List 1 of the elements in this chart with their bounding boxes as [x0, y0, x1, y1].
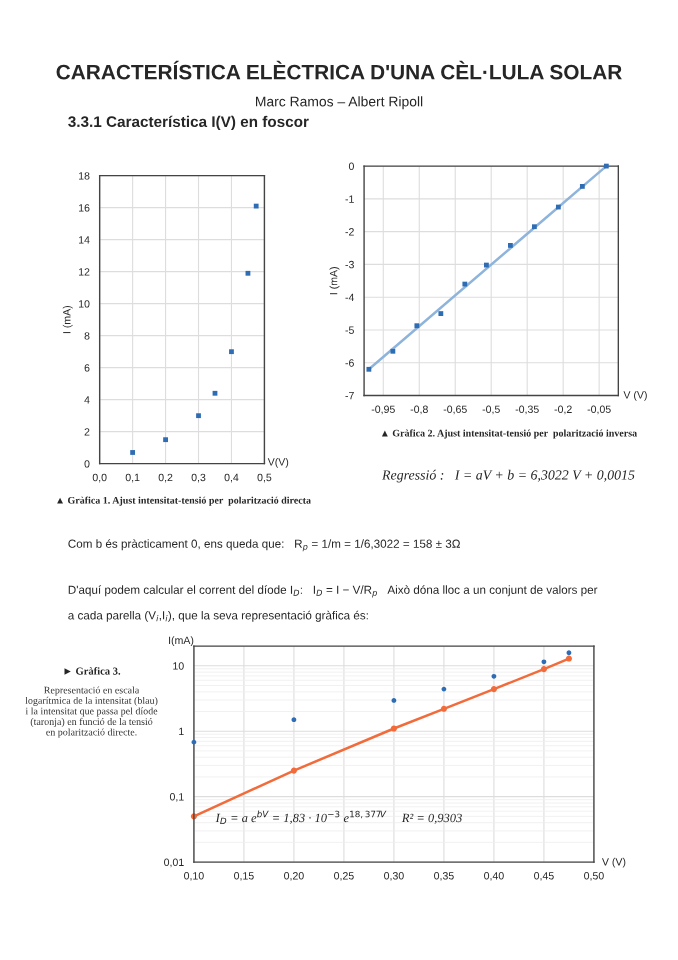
text: CARACTERÍSTICA ELÈCTRICA D'UNA CÈL·LULA SOLAR: [56, 60, 622, 80]
